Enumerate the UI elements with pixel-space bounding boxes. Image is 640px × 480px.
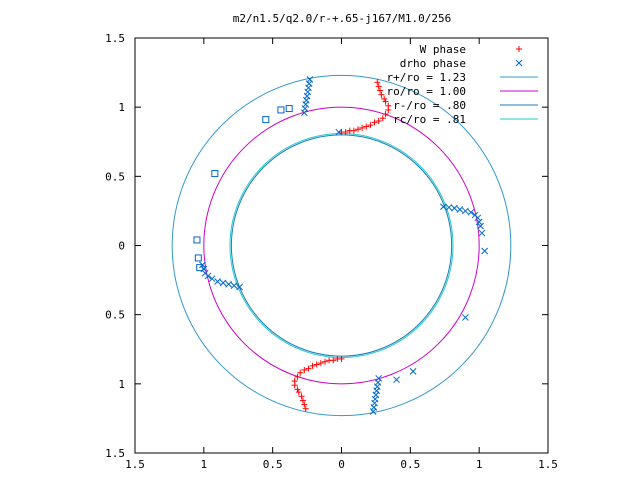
point-s0-35 bbox=[295, 389, 302, 396]
point-s1-19 bbox=[478, 229, 486, 237]
point-s1-11 bbox=[451, 204, 458, 212]
y-tick-label-0: 1.5 bbox=[105, 32, 125, 45]
x-tick-label-0: 1.5 bbox=[125, 458, 145, 471]
point-s0-27 bbox=[309, 362, 316, 369]
point-s1-32 bbox=[409, 368, 417, 375]
y-tick-label-2: 0.5 bbox=[105, 170, 125, 183]
point-s1-8 bbox=[300, 109, 308, 117]
point-s1-30 bbox=[375, 374, 383, 382]
point-s1-31 bbox=[393, 376, 400, 384]
point-s1-40 bbox=[201, 269, 209, 277]
point-s1-33 bbox=[236, 283, 243, 291]
point-s2-2 bbox=[262, 116, 270, 124]
point-s1-34 bbox=[230, 282, 238, 289]
point-s0-4 bbox=[355, 126, 362, 133]
point-s1-37 bbox=[214, 278, 221, 285]
point-s0-29 bbox=[301, 367, 308, 373]
y-tick-label-3: 0 bbox=[118, 240, 125, 253]
point-s0-38 bbox=[301, 401, 308, 408]
point-s0-31 bbox=[294, 373, 301, 380]
point-s1-17 bbox=[475, 218, 483, 226]
legend-label-1: drho phase bbox=[400, 57, 466, 70]
legend-marker-0 bbox=[516, 46, 522, 52]
legend-label-2: r+/ro = 1.23 bbox=[387, 71, 466, 84]
point-s0-25 bbox=[317, 360, 324, 367]
legend-marker-1 bbox=[515, 59, 523, 67]
point-s0-34 bbox=[294, 386, 301, 393]
point-s1-14 bbox=[467, 208, 475, 216]
point-s1-12 bbox=[456, 206, 464, 213]
x-tick-label-1: 1 bbox=[201, 458, 208, 471]
legend-label-3: ro/ro = 1.00 bbox=[387, 85, 466, 98]
y-tick-label-1: 1 bbox=[118, 101, 125, 114]
circle-0 bbox=[171, 74, 512, 417]
point-s2-6 bbox=[196, 264, 204, 272]
point-s0-13 bbox=[385, 102, 392, 109]
point-s0-11 bbox=[382, 111, 389, 118]
point-s0-30 bbox=[297, 369, 304, 376]
point-s1-18 bbox=[477, 222, 484, 230]
y-tick-label-4: 0.5 bbox=[105, 309, 125, 322]
point-s1-38 bbox=[208, 275, 216, 283]
point-s0-5 bbox=[359, 124, 366, 131]
x-tick-label-6: 1.5 bbox=[538, 458, 558, 471]
point-s0-21 bbox=[334, 355, 341, 362]
chart-title: m2/n1.5/q2.0/r-+.65-j167/M1.0/256 bbox=[233, 12, 452, 25]
point-s1-20 bbox=[481, 247, 489, 255]
point-s1-43 bbox=[335, 128, 343, 136]
point-s1-16 bbox=[474, 214, 482, 222]
point-s0-7 bbox=[367, 122, 374, 129]
point-s0-36 bbox=[298, 393, 305, 400]
reference-circles bbox=[171, 74, 512, 417]
point-s0-8 bbox=[371, 119, 378, 126]
point-s0-23 bbox=[326, 357, 333, 364]
point-s0-3 bbox=[350, 127, 357, 134]
point-s0-9 bbox=[375, 118, 382, 124]
axis-ticks: 1.5 1 0.5 0 0.5 1 1.51.510.500.511.5 bbox=[105, 32, 558, 471]
point-s1-13 bbox=[462, 207, 469, 215]
point-s2-4 bbox=[193, 236, 201, 244]
point-s0-6 bbox=[363, 123, 370, 130]
point-s1-9 bbox=[440, 203, 447, 211]
point-s0-33 bbox=[291, 382, 298, 389]
y-tick-label-6: 1.5 bbox=[105, 447, 125, 460]
point-s0-24 bbox=[321, 358, 328, 365]
point-s0-18 bbox=[375, 83, 382, 90]
x-tick-label-5: 1 bbox=[476, 458, 483, 471]
point-s2-1 bbox=[285, 105, 293, 113]
point-s2-0 bbox=[277, 106, 285, 114]
point-s1-36 bbox=[219, 279, 227, 287]
y-tick-label-5: 1 bbox=[118, 378, 125, 391]
legend-label-5: rc/ro = .81 bbox=[393, 113, 466, 126]
point-s0-37 bbox=[299, 397, 306, 404]
x-tick-label-2: 0.5 bbox=[263, 458, 283, 471]
plot-frame bbox=[134, 37, 549, 454]
point-s0-19 bbox=[374, 79, 381, 86]
circle-1 bbox=[203, 106, 480, 385]
legend-label-4: r-/ro = .80 bbox=[393, 99, 466, 112]
legend-label-0: W phase bbox=[420, 43, 466, 56]
point-s1-21 bbox=[462, 314, 469, 321]
point-s0-15 bbox=[381, 95, 388, 102]
x-tick-label-3: 0 bbox=[338, 458, 345, 471]
point-s2-3 bbox=[211, 170, 219, 178]
point-s0-17 bbox=[377, 87, 384, 94]
point-s0-14 bbox=[382, 98, 389, 105]
point-s0-1 bbox=[342, 129, 349, 136]
point-s1-35 bbox=[225, 280, 232, 288]
point-s0-28 bbox=[305, 365, 312, 372]
circle-2 bbox=[230, 134, 453, 357]
point-s0-39 bbox=[302, 405, 309, 412]
point-s0-10 bbox=[379, 115, 386, 122]
point-s2-5 bbox=[194, 254, 202, 262]
point-s0-16 bbox=[378, 91, 385, 98]
point-s0-26 bbox=[313, 361, 320, 368]
point-s1-10 bbox=[445, 204, 453, 211]
x-tick-label-4: 0.5 bbox=[400, 458, 420, 471]
data-points bbox=[193, 76, 489, 415]
